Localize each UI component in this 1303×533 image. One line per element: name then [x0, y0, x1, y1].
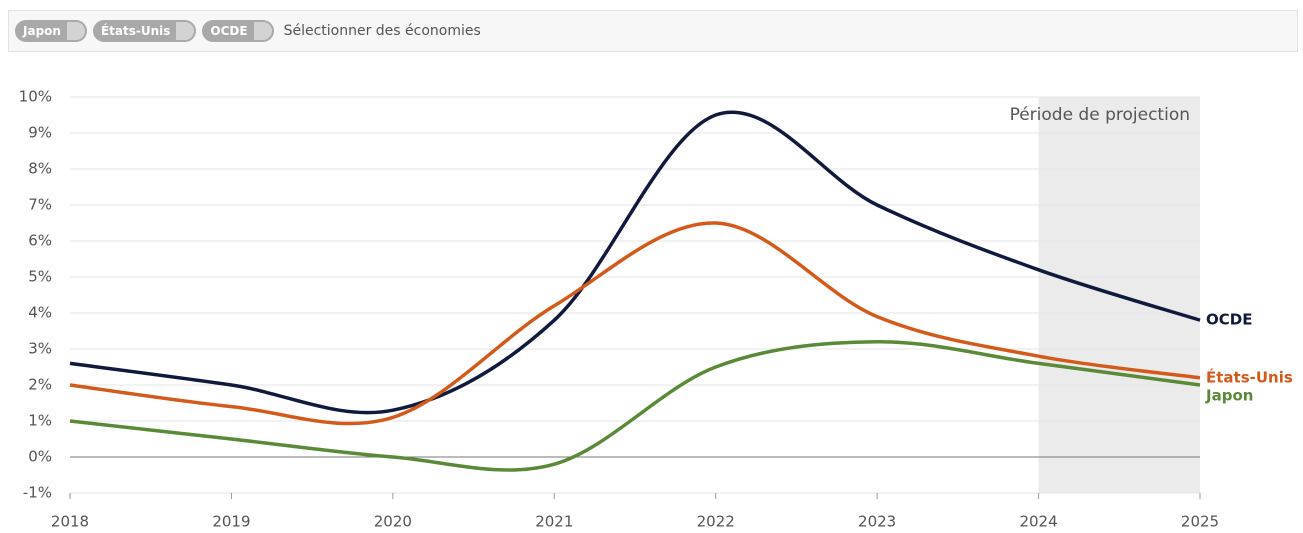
y-tick-label: -1% — [23, 484, 52, 502]
x-tick-label: 2024 — [1019, 513, 1057, 531]
chip[interactable]: OCDE — [202, 20, 274, 42]
y-tick-label: 5% — [28, 268, 52, 286]
chip[interactable]: Japon — [15, 20, 87, 42]
y-tick-label: 8% — [28, 160, 52, 178]
x-tick-label: 2018 — [51, 513, 89, 531]
chip[interactable]: États-Unis — [92, 20, 197, 42]
y-tick-label: 1% — [28, 412, 52, 430]
y-tick-label: 10% — [19, 88, 52, 106]
economy-selector: Japon États-Unis OCDE Sélectionner des é… — [8, 10, 1298, 52]
series-label: Japon — [1205, 386, 1253, 404]
x-tick-label: 2019 — [212, 513, 250, 531]
series-label: États-Unis — [1206, 367, 1293, 386]
series-line — [69, 340, 1201, 472]
y-tick-label: 6% — [28, 232, 52, 250]
y-tick-label: 0% — [28, 448, 52, 466]
y-tick-label: 4% — [28, 304, 52, 322]
y-tick-label: 7% — [28, 196, 52, 214]
x-tick-label: 2022 — [697, 513, 735, 531]
y-tick-label: 3% — [28, 340, 52, 358]
series-line — [69, 110, 1201, 415]
x-tick-label: 2021 — [535, 513, 573, 531]
series-label: OCDE — [1206, 311, 1252, 329]
y-tick-label: 9% — [28, 124, 52, 142]
y-tick-label: 2% — [28, 376, 52, 394]
series-line — [69, 221, 1201, 426]
x-tick-label: 2023 — [858, 513, 896, 531]
projection-label: Période de projection — [1010, 105, 1190, 125]
x-tick-label: 2025 — [1181, 513, 1219, 531]
x-tick-label: 2020 — [374, 513, 412, 531]
placeholder[interactable]: Sélectionner des économies — [283, 23, 481, 39]
